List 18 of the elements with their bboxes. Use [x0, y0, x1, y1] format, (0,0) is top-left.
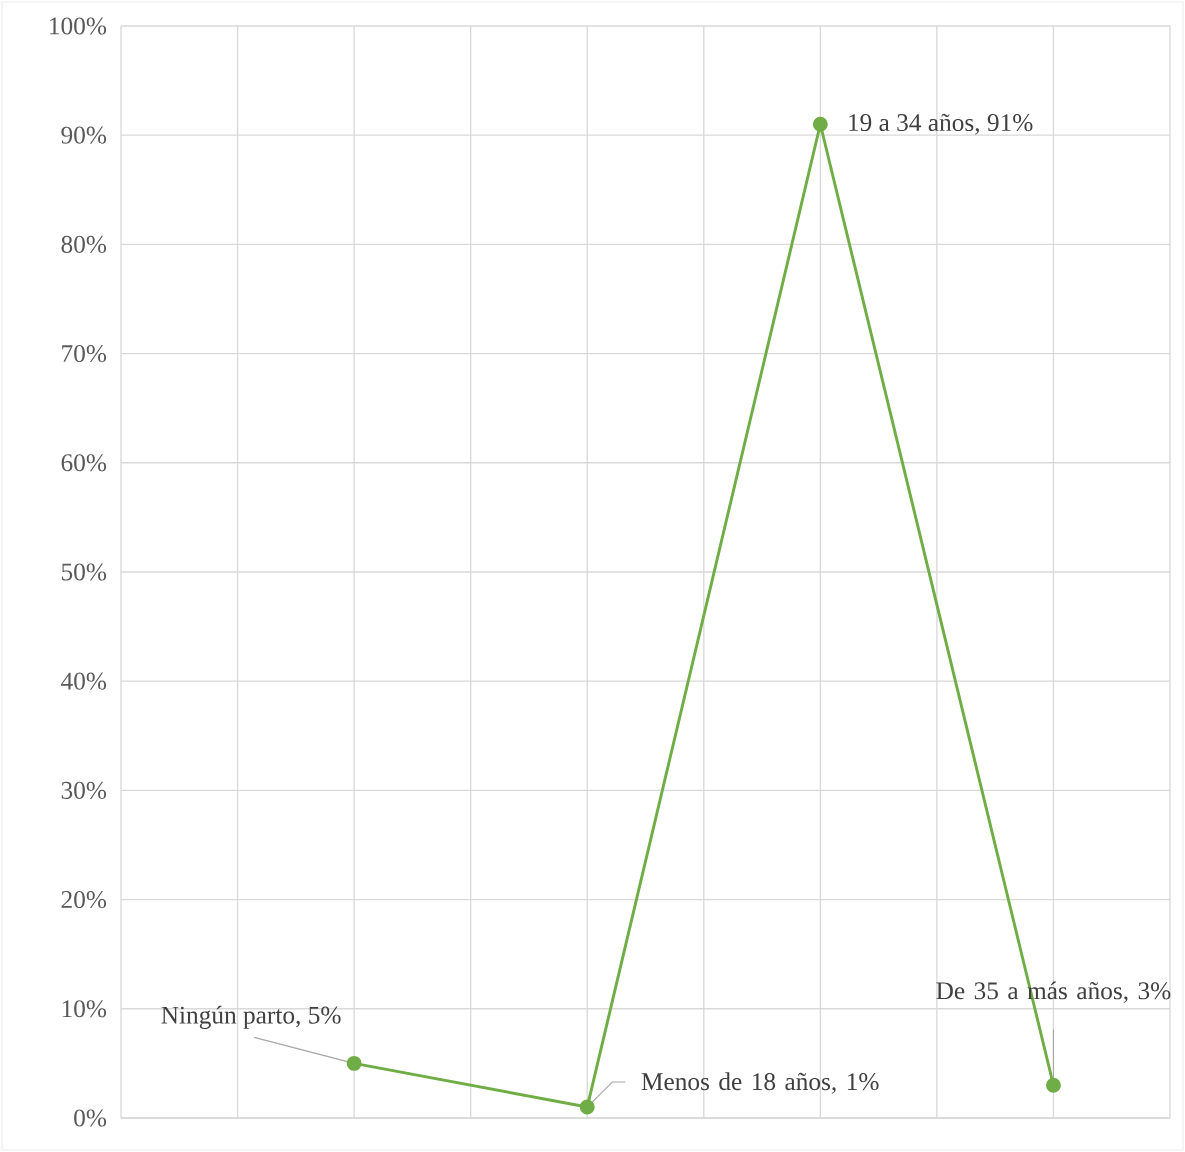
- annotation: Ningún parto, 5%: [161, 1005, 341, 1029]
- y-tick-label: 90%: [61, 126, 107, 144]
- point: [346, 1055, 362, 1071]
- y-tick-label: 40%: [61, 672, 107, 690]
- point: [1045, 1077, 1061, 1093]
- y-tick-label: 0%: [74, 1109, 107, 1127]
- annotation: 19 a 34 años, 91%: [849, 113, 1033, 135]
- y-tick-label: 60%: [61, 454, 107, 472]
- y-tick-label: 100%: [50, 17, 107, 35]
- y-tick-label: 50%: [61, 563, 107, 581]
- y-tick-label: 80%: [61, 235, 107, 253]
- y-tick-label: 20%: [61, 891, 107, 909]
- point: [579, 1099, 595, 1115]
- y-tick-label: 30%: [61, 781, 107, 799]
- annotation: Menos de 18 años, 1%: [641, 1072, 879, 1094]
- y-tick-label: 70%: [62, 345, 107, 363]
- point: [812, 116, 828, 132]
- y-tick-label: 10%: [62, 1000, 107, 1018]
